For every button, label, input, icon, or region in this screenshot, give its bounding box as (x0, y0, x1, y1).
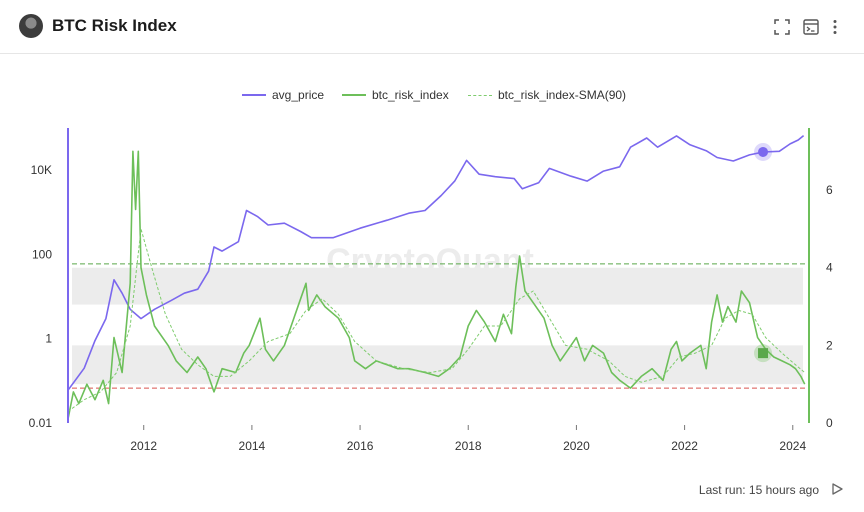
legend-item-sma[interactable]: btc_risk_index-SMA(90) (468, 88, 626, 102)
legend-swatch (242, 94, 266, 96)
x-axis-tick-label: 2024 (779, 439, 806, 453)
terminal-icon[interactable] (802, 18, 820, 36)
risk-band (72, 267, 803, 305)
legend-item-avg-price[interactable]: avg_price (242, 88, 324, 102)
widget-header: BTC Risk Index (0, 0, 864, 54)
left-axis-tick-label: 0.01 (29, 416, 53, 430)
sma-line (67, 228, 806, 412)
price-marker (758, 146, 769, 157)
right-axis-tick-label: 0 (826, 416, 833, 430)
x-axis-tick-label: 2014 (239, 439, 266, 453)
last-run-label: Last run: 15 hours ago (698, 483, 819, 497)
x-axis-tick-label: 2022 (671, 439, 698, 453)
legend-item-btc-risk-index[interactable]: btc_risk_index (342, 88, 449, 102)
avatar (19, 14, 43, 38)
more-vertical-icon[interactable] (826, 18, 844, 36)
legend-label: btc_risk_index-SMA(90) (498, 88, 627, 102)
x-axis-tick-label: 2012 (130, 439, 157, 453)
play-icon[interactable] (830, 482, 844, 496)
right-axis-tick-label: 2 (826, 338, 833, 352)
avg-price-line (67, 134, 805, 391)
x-axis-tick-label: 2018 (455, 439, 482, 453)
legend-swatch (468, 94, 492, 96)
watermark: CryptoQuant (326, 242, 534, 280)
legend-swatch (342, 94, 366, 96)
right-axis-tick-label: 6 (826, 183, 833, 197)
page-title: BTC Risk Index (52, 16, 177, 35)
chart-legend: avg_price btc_risk_index btc_risk_index-… (0, 88, 864, 106)
legend-label: avg_price (272, 88, 325, 102)
x-axis-tick-label: 2016 (347, 439, 374, 453)
risk-band (72, 345, 803, 385)
left-axis-tick-label: 100 (32, 247, 52, 261)
fullscreen-icon[interactable] (773, 18, 791, 36)
x-axis-tick-label: 2020 (563, 439, 590, 453)
left-axis-tick-label: 10K (31, 163, 52, 177)
left-axis-tick-label: 1 (45, 332, 52, 346)
risk-marker (758, 348, 769, 359)
right-axis-tick-label: 4 (826, 261, 833, 275)
legend-label: btc_risk_index (372, 88, 449, 102)
